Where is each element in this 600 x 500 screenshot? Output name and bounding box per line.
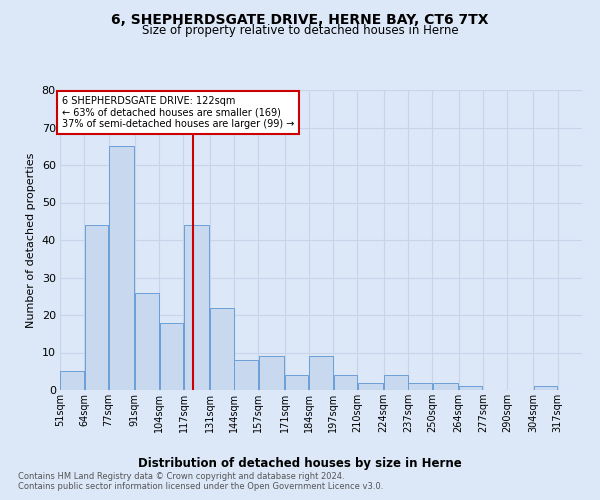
Bar xyxy=(285,375,308,390)
Bar xyxy=(235,360,258,390)
Text: 6 SHEPHERDSGATE DRIVE: 122sqm
← 63% of detached houses are smaller (169)
37% of : 6 SHEPHERDSGATE DRIVE: 122sqm ← 63% of d… xyxy=(62,96,294,129)
Bar xyxy=(433,382,458,390)
Bar xyxy=(409,382,432,390)
Bar xyxy=(459,386,482,390)
Bar xyxy=(334,375,357,390)
Bar xyxy=(210,308,233,390)
Bar xyxy=(135,292,159,390)
Text: Distribution of detached houses by size in Herne: Distribution of detached houses by size … xyxy=(138,458,462,470)
Bar xyxy=(85,225,108,390)
Y-axis label: Number of detached properties: Number of detached properties xyxy=(26,152,36,328)
Bar xyxy=(309,356,333,390)
Text: Contains public sector information licensed under the Open Government Licence v3: Contains public sector information licen… xyxy=(18,482,383,491)
Text: Size of property relative to detached houses in Herne: Size of property relative to detached ho… xyxy=(142,24,458,37)
Bar xyxy=(109,146,134,390)
Bar xyxy=(384,375,407,390)
Bar xyxy=(534,386,557,390)
Bar xyxy=(358,382,383,390)
Bar xyxy=(184,225,209,390)
Text: 6, SHEPHERDSGATE DRIVE, HERNE BAY, CT6 7TX: 6, SHEPHERDSGATE DRIVE, HERNE BAY, CT6 7… xyxy=(111,12,489,26)
Bar xyxy=(61,371,84,390)
Bar xyxy=(160,322,183,390)
Text: Contains HM Land Registry data © Crown copyright and database right 2024.: Contains HM Land Registry data © Crown c… xyxy=(18,472,344,481)
Bar xyxy=(259,356,284,390)
